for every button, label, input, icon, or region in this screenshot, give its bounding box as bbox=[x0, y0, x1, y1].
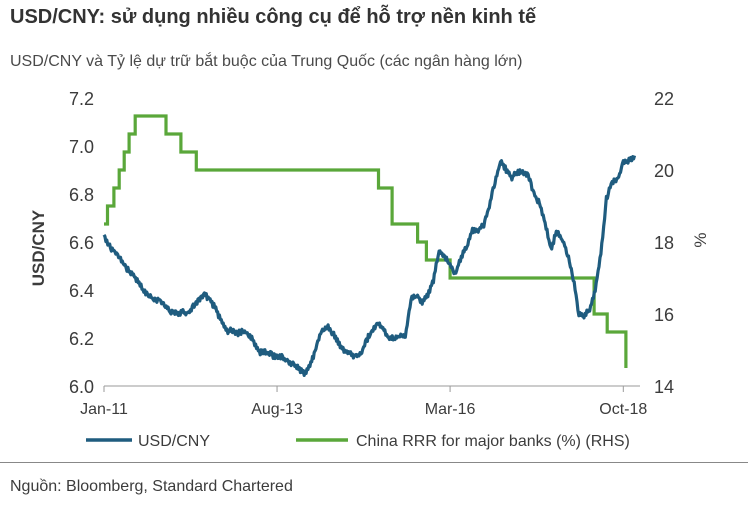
y-tick-label: 6.8 bbox=[69, 185, 94, 205]
x-tick-label: Aug-13 bbox=[251, 401, 303, 418]
source-note: Nguồn: Bloomberg, Standard Chartered bbox=[10, 478, 293, 495]
legend: USD/CNY China RRR for major banks (%) (RH… bbox=[86, 433, 630, 450]
y2-axis-label: % bbox=[691, 232, 710, 247]
y-tick-label: 6.2 bbox=[69, 329, 94, 349]
y2-tick-label: 20 bbox=[654, 161, 674, 181]
x-tick-label: Mar-16 bbox=[425, 401, 476, 418]
y-axis-label: USD/CNY bbox=[29, 209, 48, 286]
y-tick-label: 6.6 bbox=[69, 233, 94, 253]
rrr-step-line bbox=[104, 114, 628, 368]
chart-title: USD/CNY: sử dụng nhiều công cụ để hỗ trợ… bbox=[10, 6, 537, 28]
y-tick-label: 6.4 bbox=[69, 281, 94, 301]
chart-subtitle: USD/CNY và Tỷ lệ dự trữ bắt buộc của Tru… bbox=[10, 53, 523, 70]
divider bbox=[0, 462, 748, 463]
legend-label-rrr: China RRR for major banks (%) (RHS) bbox=[356, 433, 630, 450]
series-lines bbox=[102, 114, 637, 377]
x-tick-label: Jan-11 bbox=[80, 401, 128, 418]
y-tick-label: 6.0 bbox=[69, 377, 94, 397]
chart: 6.0 6.2 6.4 6.6 6.8 7.0 7.2 14 16 18 20 22 Jan-11 Aug… bbox=[29, 89, 710, 450]
legend-label-usdcny: USD/CNY bbox=[138, 433, 210, 450]
y2-tick-label: 14 bbox=[654, 377, 674, 397]
x-tick-label: Oct-18 bbox=[599, 401, 647, 418]
y-tick-label: 7.0 bbox=[69, 137, 94, 157]
y2-tick-label: 22 bbox=[654, 89, 674, 109]
axes: 6.0 6.2 6.4 6.6 6.8 7.0 7.2 14 16 18 20 22 Jan-11 Aug… bbox=[29, 89, 710, 418]
y2-tick-label: 16 bbox=[654, 305, 674, 325]
y-tick-label: 7.2 bbox=[69, 89, 94, 109]
y2-tick-label: 18 bbox=[654, 233, 674, 253]
usdcny-line bbox=[102, 155, 637, 377]
